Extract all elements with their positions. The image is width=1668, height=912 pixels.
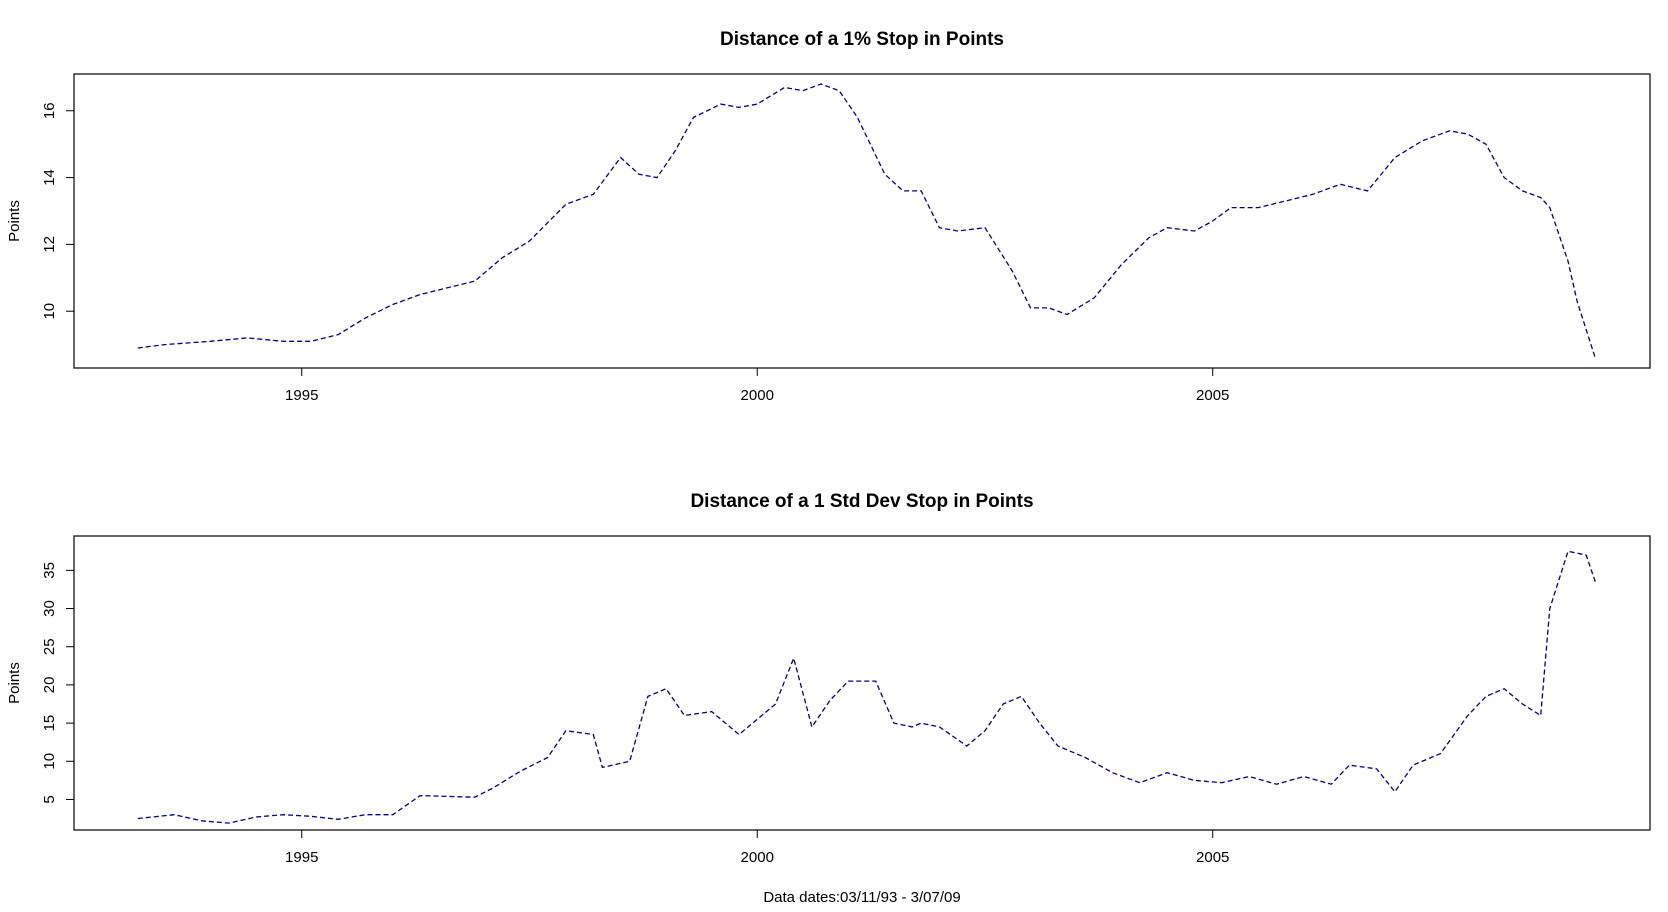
x-tick-label: 2000 bbox=[741, 849, 774, 866]
y-axis-title: Points bbox=[6, 662, 23, 704]
y-tick-label: 30 bbox=[41, 600, 58, 617]
series-line bbox=[137, 83, 1596, 359]
y-tick-label: 12 bbox=[41, 236, 58, 253]
y-tick-label: 35 bbox=[41, 562, 58, 579]
x-axis: 1995 2000 2005 bbox=[285, 368, 1229, 404]
y-tick-label: 25 bbox=[41, 638, 58, 655]
y-axis: 5 10 15 20 25 30 35 bbox=[41, 562, 74, 804]
x-tick-label: 1995 bbox=[285, 849, 318, 866]
panel-1-percent-stop: Distance of a 1% Stop in Points Points 1… bbox=[6, 29, 1651, 404]
chart-title: Distance of a 1 Std Dev Stop in Points bbox=[690, 491, 1033, 512]
data-dates-footer: Data dates:03/11/93 - 3/07/09 bbox=[763, 889, 960, 906]
y-tick-label: 10 bbox=[41, 303, 58, 320]
series-line bbox=[137, 550, 1596, 824]
x-tick-label: 2005 bbox=[1196, 849, 1229, 866]
x-axis: 1995 2000 2005 bbox=[285, 830, 1229, 866]
y-tick-label: 14 bbox=[41, 169, 58, 186]
y-tick-label: 15 bbox=[41, 715, 58, 732]
panel-std-dev-stop: Distance of a 1 Std Dev Stop in Points P… bbox=[6, 491, 1651, 866]
y-axis: 10 12 14 16 bbox=[41, 102, 74, 320]
x-tick-label: 2000 bbox=[741, 387, 774, 404]
y-tick-label: 5 bbox=[41, 795, 58, 803]
y-tick-label: 16 bbox=[41, 102, 58, 119]
y-tick-label: 10 bbox=[41, 753, 58, 770]
chart-title: Distance of a 1% Stop in Points bbox=[720, 29, 1004, 50]
y-tick-label: 20 bbox=[41, 677, 58, 694]
plot-frame bbox=[73, 73, 1651, 369]
plot-frame bbox=[73, 535, 1651, 831]
x-tick-label: 2005 bbox=[1196, 387, 1229, 404]
x-tick-label: 1995 bbox=[285, 387, 318, 404]
y-axis-title: Points bbox=[6, 200, 23, 242]
